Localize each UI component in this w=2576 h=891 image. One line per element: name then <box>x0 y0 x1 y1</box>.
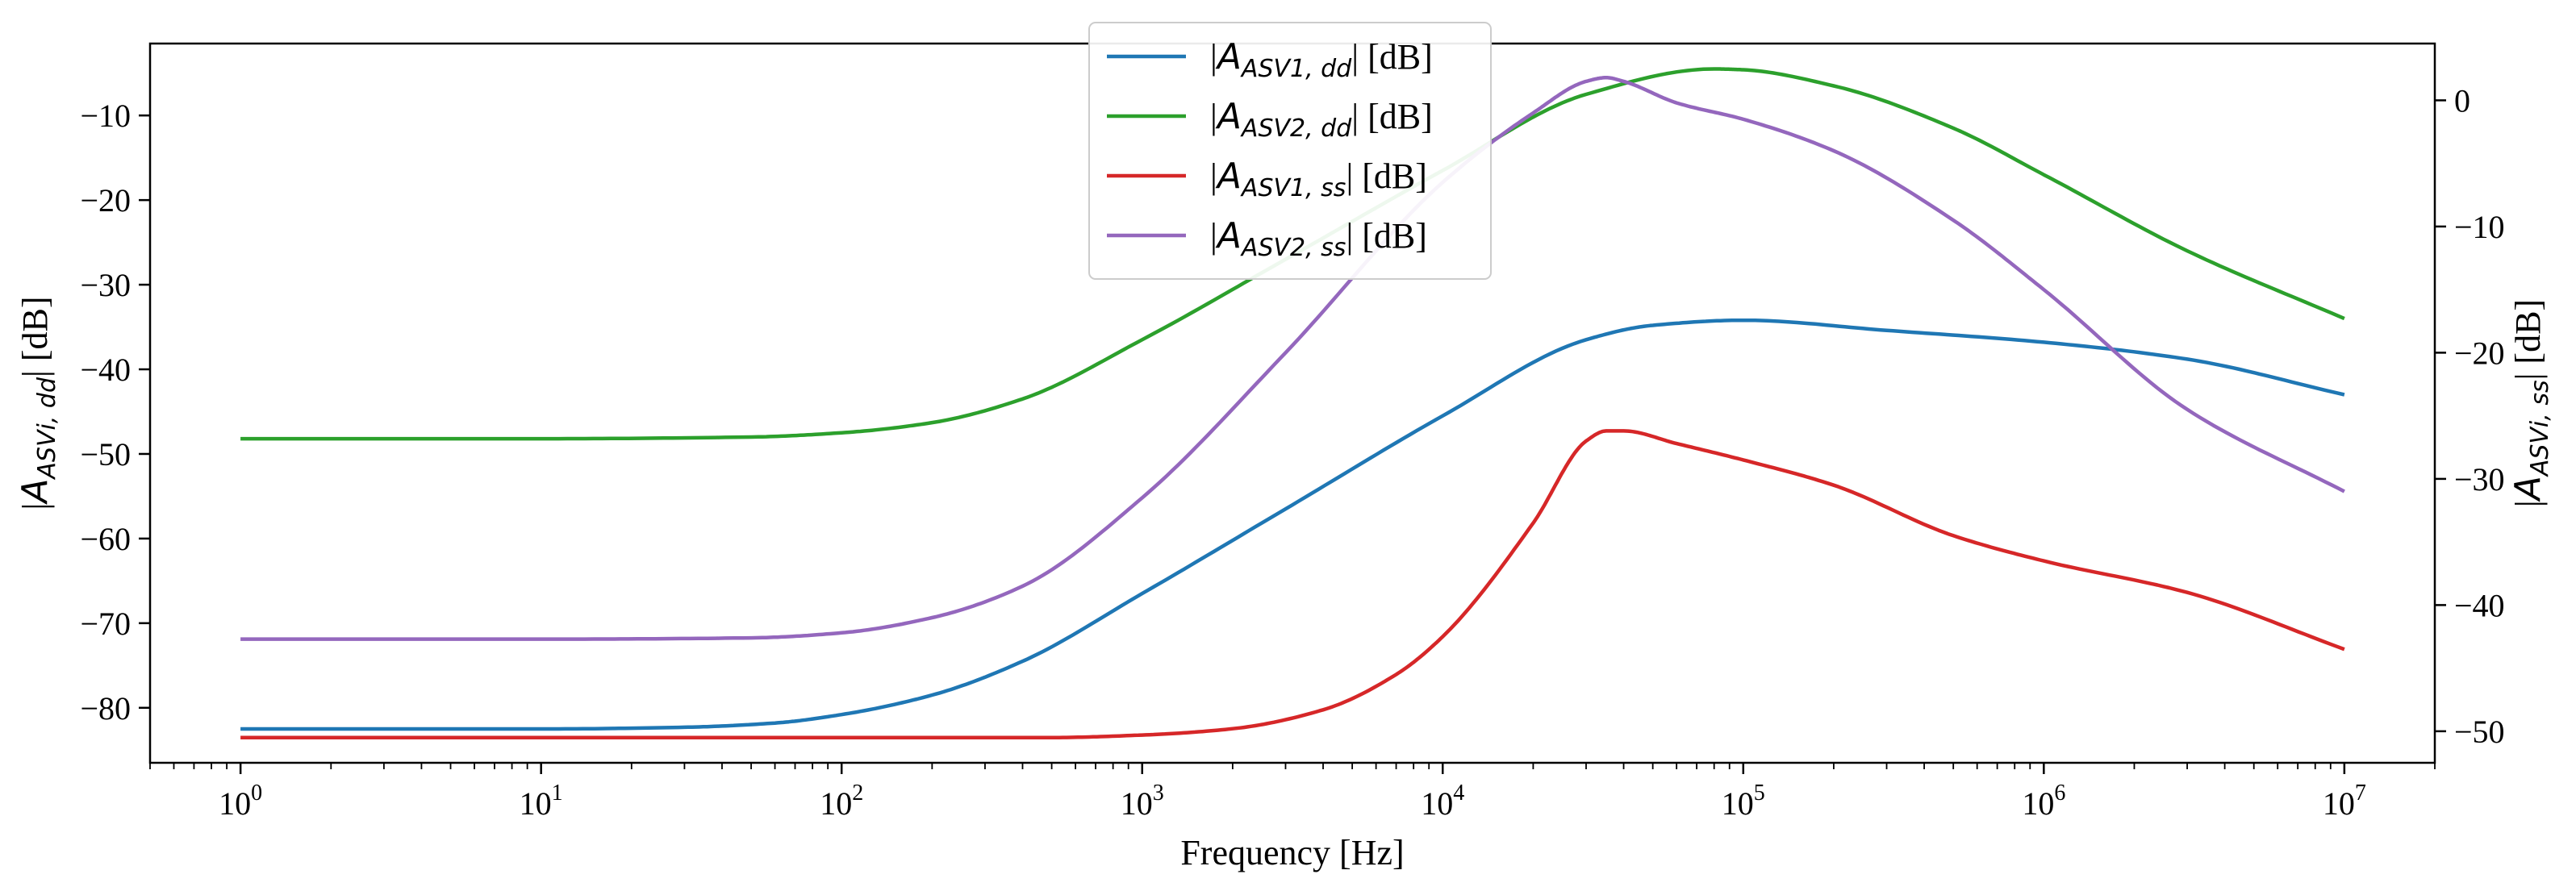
y-left-tick-label: −30 <box>80 267 131 303</box>
y-left-tick-label: −80 <box>80 690 131 727</box>
x-axis-label: Frequency [Hz] <box>1180 833 1404 872</box>
series-line-3 <box>240 429 2345 739</box>
y-left-tick-label: −50 <box>80 436 131 473</box>
y-axis-right-label: |AASVi, ss| [dB] <box>2507 299 2554 507</box>
y-right-tick-label: 0 <box>2454 82 2470 119</box>
legend-label-2: |AASV2, dd| [dB] <box>1210 96 1433 143</box>
x-tick-label: 100 <box>219 781 262 822</box>
legend-label-1: |AASV1, dd| [dB] <box>1210 36 1433 83</box>
y-right-label-unit: [dB] <box>2508 299 2548 373</box>
y-left-tick-label: −70 <box>80 606 131 642</box>
y-right-tick-label: −30 <box>2454 461 2505 498</box>
y-right-tick-label: −10 <box>2454 209 2505 245</box>
x-axis: 100 101 102 103 104 105 106 107 <box>149 763 2436 822</box>
legend-label-4: |AASV2, ss| [dB] <box>1210 215 1427 262</box>
legend-frame <box>1088 22 1492 280</box>
y-left-label-symbol: A <box>15 479 56 506</box>
series-line-4 <box>240 76 2345 641</box>
y-right-label-subscript: ASVi, ss <box>2526 380 2554 477</box>
x-tick-label: 101 <box>520 781 563 822</box>
y-left-tick-label: −20 <box>80 182 131 219</box>
y-left-label-subscript: ASVi, dd <box>33 377 61 481</box>
legend: |AASV1, dd| [dB] |AASV2, dd| [dB] |AASV1, … <box>1088 22 1492 280</box>
y-axis-left: −10 −20 −30 −40 −50 −60 −70 −80 <box>80 98 150 727</box>
x-tick-label: 107 <box>2323 781 2366 822</box>
y-left-tick-label: −60 <box>80 521 131 557</box>
y-axis-right: 0 −10 −20 −30 −40 −50 <box>2435 82 2505 750</box>
y-axis-left-label: |AASVi, dd| [dB] <box>15 297 61 510</box>
y-left-tick-label: −10 <box>80 98 131 134</box>
y-left-tick-label: −40 <box>80 352 131 388</box>
x-tick-label: 105 <box>1722 781 1765 822</box>
y-left-label-unit: [dB] <box>15 297 55 371</box>
y-right-tick-label: −50 <box>2454 714 2505 750</box>
x-tick-label: 106 <box>2022 781 2065 822</box>
x-tick-label: 102 <box>820 781 863 822</box>
y-right-tick-label: −20 <box>2454 335 2505 371</box>
series-line-1 <box>240 318 2345 731</box>
x-tick-label: 103 <box>1121 781 1164 822</box>
y-right-tick-label: −40 <box>2454 587 2505 623</box>
x-tick-label: 104 <box>1421 781 1464 822</box>
legend-label-3: |AASV1, ss| [dB] <box>1210 156 1427 202</box>
y-right-label-symbol: A <box>2507 476 2549 502</box>
